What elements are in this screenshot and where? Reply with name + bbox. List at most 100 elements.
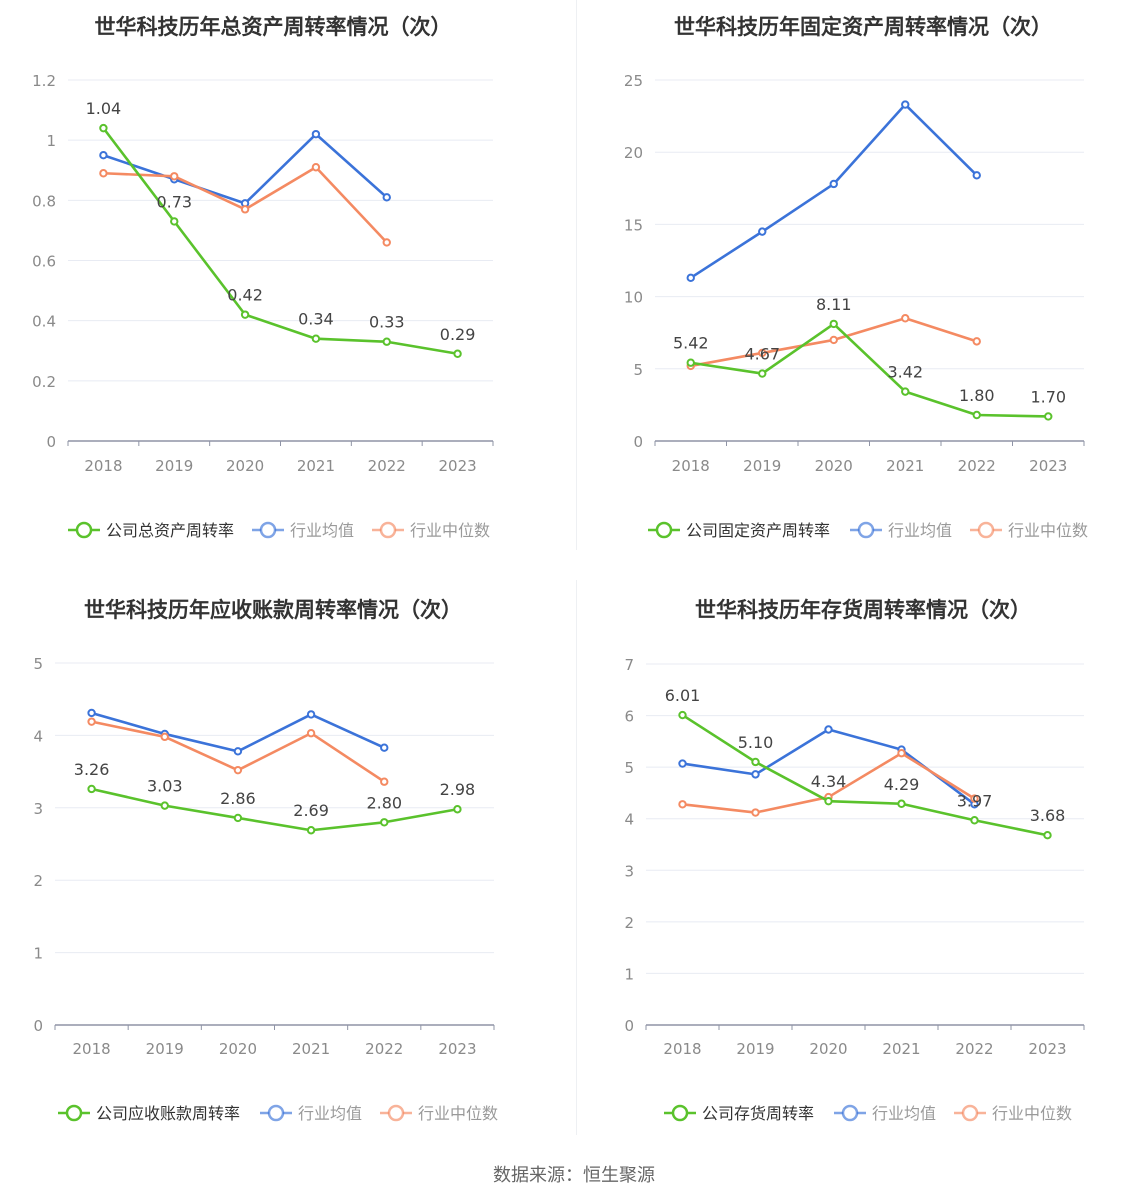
chart-title: 世华科技历年总资产周转率情况（次） xyxy=(95,15,452,39)
data-point xyxy=(829,319,838,329)
y-tick-label: 1 xyxy=(46,132,56,150)
y-tick-label: 0 xyxy=(624,1017,634,1035)
data-point xyxy=(99,123,108,133)
data-point xyxy=(901,314,910,323)
data-point xyxy=(240,205,250,214)
series-line xyxy=(91,711,385,753)
data-point xyxy=(970,794,979,803)
data-point xyxy=(758,227,767,236)
chart-title: 世华科技历年固定资产周转率情况（次） xyxy=(674,15,1052,39)
data-point xyxy=(829,179,838,189)
panel-divider-bottom xyxy=(576,580,577,1135)
data-label: 5.42 xyxy=(673,334,709,353)
y-tick-label: 20 xyxy=(624,144,643,162)
data-point xyxy=(380,818,389,827)
data-label: 2.98 xyxy=(440,780,476,799)
data-label: 4.34 xyxy=(811,772,847,791)
y-tick-label: 0 xyxy=(46,433,56,451)
data-point xyxy=(170,217,179,226)
data-point xyxy=(160,801,169,810)
y-tick-label: 3 xyxy=(33,800,43,818)
series-line xyxy=(681,713,1048,837)
x-tick-label: 2018 xyxy=(672,457,710,475)
data-label: 8.11 xyxy=(816,295,852,314)
legend-marker xyxy=(387,1104,405,1122)
data-point xyxy=(99,151,108,160)
legend-label: 行业均值 xyxy=(888,521,952,540)
data-point xyxy=(758,348,767,358)
series-line xyxy=(690,322,1049,418)
panel-divider-top xyxy=(576,0,577,550)
x-tick-label: 2018 xyxy=(84,457,122,475)
data-label: 1.04 xyxy=(86,99,122,118)
data-label: 0.29 xyxy=(440,325,476,344)
legend-label: 公司固定资产周转率 xyxy=(686,521,830,540)
data-label: 3.03 xyxy=(147,777,183,796)
data-point xyxy=(380,743,389,752)
x-tick-label: 2021 xyxy=(297,457,335,475)
legend-marker xyxy=(259,521,277,539)
legend-label: 行业均值 xyxy=(298,1104,362,1123)
data-point xyxy=(824,796,833,806)
data-label: 0.42 xyxy=(227,286,263,305)
data-label: 0.73 xyxy=(156,192,192,211)
x-tick-label: 2021 xyxy=(882,1040,920,1058)
y-tick-label: 5 xyxy=(33,655,43,673)
data-source-note: 数据来源：恒生聚源 xyxy=(493,1165,655,1186)
legend-marker xyxy=(857,521,875,539)
data-point xyxy=(897,799,906,808)
data-point xyxy=(1043,831,1052,840)
data-point xyxy=(453,805,462,814)
data-point xyxy=(686,358,695,367)
x-tick-label: 2019 xyxy=(743,457,781,475)
chart-receivables-turnover: 世华科技历年应收账款周转率情况（次） 0 1 2 3 4 5 2018 2019 2020 2021… xyxy=(33,598,498,1123)
x-tick-label: 2023 xyxy=(1029,457,1067,475)
y-tick-label: 2 xyxy=(624,914,634,932)
x-tick-label: 2022 xyxy=(958,457,996,475)
data-label: 2.86 xyxy=(220,789,256,808)
x-tick-label: 2018 xyxy=(663,1040,701,1058)
data-label: 2.80 xyxy=(366,793,402,812)
legend-label: 公司应收账款周转率 xyxy=(96,1104,240,1123)
chart-title: 世华科技历年存货周转率情况（次） xyxy=(695,598,1031,622)
data-point xyxy=(901,100,910,109)
legend-marker xyxy=(655,521,673,539)
data-label: 3.42 xyxy=(887,363,923,382)
y-tick-label: 1 xyxy=(624,965,634,983)
x-tick-label: 2019 xyxy=(155,457,193,475)
y-tick-label: 4 xyxy=(624,811,634,829)
y-tick-label: 25 xyxy=(624,72,643,90)
data-label: 3.97 xyxy=(957,791,993,810)
y-tick-label: 0.2 xyxy=(32,373,56,391)
data-label: 0.33 xyxy=(369,313,405,332)
data-label: 3.26 xyxy=(74,760,110,779)
chart-panel-fixed-asset-turnover: 世华科技历年固定资产周转率情况（次） 0 5 10 15 20 25 2018 2019 2020… xyxy=(574,0,1148,583)
legend-marker xyxy=(977,521,995,539)
data-label: 3.68 xyxy=(1030,806,1066,825)
data-point xyxy=(87,784,96,794)
data-point xyxy=(240,310,250,319)
y-tick-label: 3 xyxy=(624,862,634,880)
data-point xyxy=(686,273,695,283)
x-tick-label: 2022 xyxy=(368,457,406,475)
data-point xyxy=(311,163,321,172)
legend-marker xyxy=(671,1104,689,1122)
y-tick-label: 0.8 xyxy=(32,192,56,210)
y-tick-label: 7 xyxy=(624,656,634,674)
chart-panel-total-asset-turnover: 世华科技历年总资产周转率情况（次） 0 0.2 0.4 0.6 0.8 1 1.2 2018 20… xyxy=(0,0,574,583)
data-label: 1.80 xyxy=(959,386,995,405)
series-line xyxy=(102,127,458,356)
x-tick-label: 2019 xyxy=(146,1040,184,1058)
data-point xyxy=(970,816,979,825)
data-label: 0.34 xyxy=(298,310,334,329)
y-tick-label: 1.2 xyxy=(32,72,56,90)
y-tick-label: 5 xyxy=(633,361,643,379)
legend-marker xyxy=(267,1104,285,1122)
data-label: 4.29 xyxy=(884,775,920,794)
chart-panel-receivables-turnover: 世华科技历年应收账款周转率情况（次） 0 1 2 3 4 5 2018 2019 2020 2021… xyxy=(0,583,574,1166)
data-point xyxy=(311,334,321,343)
legend-marker xyxy=(841,1104,859,1122)
data-point xyxy=(758,369,767,378)
x-tick-label: 2020 xyxy=(815,457,853,475)
y-tick-label: 0 xyxy=(33,1017,43,1035)
